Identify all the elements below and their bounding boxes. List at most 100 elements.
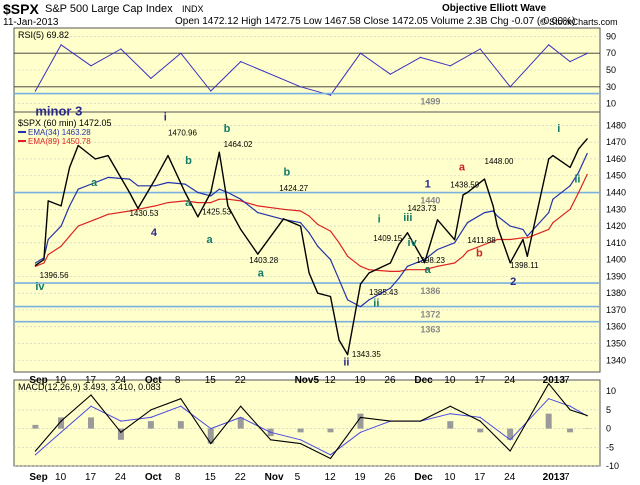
x-tick-label: Nov5 <box>295 375 320 386</box>
ema34-line-point <box>128 178 131 180</box>
ema89-line-point <box>569 208 571 210</box>
x-tick-label: Oct <box>145 375 162 386</box>
ema89-line-point <box>424 269 426 271</box>
macd-histogram-bar <box>32 424 39 429</box>
macd-signal-line-point <box>150 416 152 418</box>
price-line-point <box>218 151 220 153</box>
wave-label: i <box>164 111 167 123</box>
wave-label: a <box>91 177 98 189</box>
x-tick-label: Oct <box>145 472 162 483</box>
ema34-line-point <box>317 245 319 247</box>
macd-histogram-bar <box>477 428 484 433</box>
x-tick-label: 10 <box>55 375 67 386</box>
price-line-point <box>60 205 62 207</box>
ema89-line-point <box>453 262 456 264</box>
price-line-point <box>462 194 464 196</box>
wave-label: 1411.88 <box>467 236 496 245</box>
ema34-line-point <box>218 188 220 190</box>
ema34-legend: EMA(34) 1463.28 <box>28 128 91 137</box>
rsi-line-point <box>586 52 588 54</box>
rsi-line-point <box>389 73 392 75</box>
ema89-line-point <box>466 250 469 252</box>
ema89-line-point <box>154 205 156 207</box>
macd-histogram-bar <box>447 421 454 429</box>
ema34-line-point <box>462 228 464 231</box>
price-line-point <box>436 219 439 221</box>
macd-panel: 10 5 0 -5 -10 MACD(12,26,9) 3.493, 3.410, 0.0… <box>13 379 619 471</box>
x-tick-label: 24 <box>504 472 516 483</box>
ema89-line-point <box>398 270 400 272</box>
rsi-line-point <box>150 77 152 79</box>
ema34-line-point <box>240 198 242 200</box>
price-panel: 1480147014601450144014301420141014001390… <box>13 92 626 373</box>
ema34-line-point <box>436 248 439 251</box>
support-label: 1499 <box>420 97 440 107</box>
x-tick-label: 10 <box>444 472 456 483</box>
macd-histogram-bar <box>507 428 514 440</box>
wave-label: iv <box>35 281 45 293</box>
wave-label: b <box>476 247 483 259</box>
wave-label: 1424.27 <box>279 184 308 193</box>
price-tick-label: 1410 <box>606 238 626 248</box>
macd-tick-label: 5 <box>606 405 611 415</box>
x-tick-label: 24 <box>115 375 127 386</box>
rsi-line-point <box>240 61 242 63</box>
ema34-line-point <box>548 212 550 214</box>
x-tick-label: 8 <box>175 375 181 386</box>
ema89-line-point <box>197 201 199 204</box>
ema89-line-point <box>210 201 212 204</box>
price-tick-label: 1350 <box>606 338 626 348</box>
price-line-point <box>308 272 310 274</box>
macd-line-point <box>509 450 511 452</box>
ema89-line-point <box>218 198 220 200</box>
macd-line-point <box>90 394 92 396</box>
ema89-line-point <box>34 265 36 267</box>
ema34-line-point <box>569 185 571 187</box>
price-line-point <box>552 155 554 157</box>
ema34-line-point <box>60 225 62 227</box>
wave-label: a <box>185 197 192 209</box>
price-tick-label: 1400 <box>606 255 626 265</box>
rsi-tick-label: 90 <box>606 31 616 41</box>
ema89-line-point <box>552 222 554 224</box>
price-line-point <box>240 228 242 231</box>
ema34-line-point <box>389 287 392 289</box>
ema34-line-point <box>299 222 302 224</box>
ema89-line-point <box>128 210 131 212</box>
price-line-point <box>347 354 349 356</box>
macd-frame <box>13 379 601 467</box>
wave-label: 1425.53 <box>202 207 231 216</box>
ema89-line-point <box>299 210 302 212</box>
price-tick-label: 1340 <box>606 355 626 365</box>
wave-label: 1409.15 <box>373 234 402 243</box>
ema34-line-point <box>522 228 524 231</box>
wave-label: 1 <box>425 178 431 190</box>
price-line-point <box>389 262 392 264</box>
wave-label: 2 <box>510 276 516 288</box>
ema89-line-point <box>436 265 439 267</box>
x-tick-label: 12 <box>325 472 337 483</box>
x-tick-label: Nov <box>265 472 284 483</box>
x-tick-label: 19 <box>354 472 366 483</box>
macd-signal-line-point <box>449 413 451 415</box>
price-line-point <box>492 205 494 207</box>
ema34-line-point <box>34 262 36 264</box>
ema89-line-point <box>107 213 109 215</box>
rsi-title: RSI(5) 69.82 <box>18 30 69 40</box>
ema34-line-point <box>69 205 71 207</box>
price-line-point <box>257 253 259 255</box>
price-line-point <box>197 216 199 218</box>
wave-label: 1423.73 <box>408 204 437 213</box>
macd-line-point <box>449 405 451 407</box>
x-tick-label: Sep <box>29 375 47 386</box>
rsi-line-point <box>299 86 302 88</box>
price-line-point <box>522 238 524 241</box>
price-line-point <box>398 243 400 245</box>
macd-signal-line-point <box>509 439 511 441</box>
wave-label: b <box>185 155 192 167</box>
macd-histogram-bar <box>177 421 184 429</box>
site-name: Objective Elliott Wave <box>442 3 547 14</box>
ema34-line-point <box>398 277 400 279</box>
price-tick-label: 1370 <box>606 305 626 315</box>
macd-line <box>34 383 588 460</box>
